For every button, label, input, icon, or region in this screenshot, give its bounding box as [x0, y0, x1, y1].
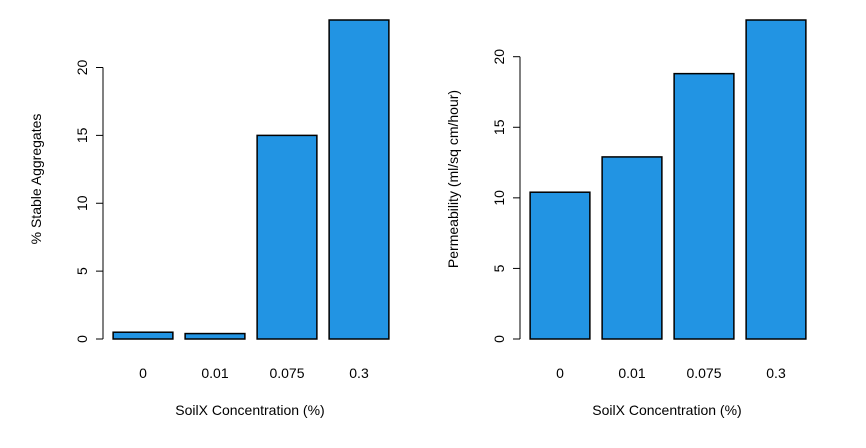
x-category-label: 0.075 [269, 365, 304, 381]
x-axis-title-stable-aggregates: SoilX Concentration (%) [175, 402, 324, 418]
x-category-label: 0.3 [766, 365, 786, 381]
x-axis-title-permeability: SoilX Concentration (%) [592, 402, 741, 418]
y-tick-label: 15 [491, 119, 507, 135]
plot-area-stable-aggregates: 0 5 10 15 20 0 0.01 0.075 0.3 [74, 19, 390, 381]
y-tick-label: 15 [74, 127, 90, 143]
y-tick-label: 5 [491, 264, 507, 272]
chart-stable-aggregates: 0 5 10 15 20 0 0.01 0.075 0.3 SoilX Concentratio… [28, 19, 390, 418]
bar-0.075 [673, 72, 735, 340]
x-category-label: 0 [556, 365, 564, 381]
y-tick-label: 20 [74, 60, 90, 76]
x-category-label: 0.075 [686, 365, 721, 381]
bar-0.3 [328, 19, 390, 340]
bar-0.01 [601, 156, 663, 340]
y-axis-title-permeability: Permeability (ml/sq cm/hour) [445, 90, 461, 268]
x-category-label: 0.01 [618, 365, 645, 381]
y-tick-label: 20 [491, 49, 507, 65]
x-category-label: 0 [139, 365, 147, 381]
x-category-label: 0.3 [349, 365, 369, 381]
plot-area-permeability: 0 5 10 15 20 0 0.01 0.075 0.3 [491, 19, 807, 381]
bar-0 [529, 191, 591, 340]
y-tick-label: 5 [74, 267, 90, 275]
y-tick-label: 10 [491, 190, 507, 206]
bar-0.075 [256, 134, 318, 340]
bar-0.01 [184, 332, 246, 340]
y-tick-label: 0 [74, 335, 90, 343]
bar-0 [112, 331, 174, 340]
x-category-label: 0.01 [201, 365, 228, 381]
bar-0.3 [745, 19, 807, 340]
chart-permeability: 0 5 10 15 20 0 0.01 0.075 0.3 SoilX Concentratio… [445, 19, 807, 418]
y-tick-label: 0 [491, 335, 507, 343]
y-tick-label: 10 [74, 195, 90, 211]
y-axis-title-stable-aggregates: % Stable Aggregates [28, 114, 44, 245]
